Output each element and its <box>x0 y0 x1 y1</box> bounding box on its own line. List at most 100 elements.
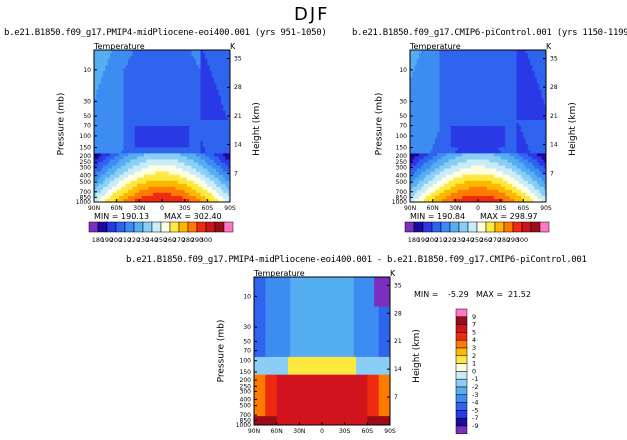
field-cell <box>218 50 222 54</box>
field-cell <box>493 122 497 127</box>
field-cell <box>130 147 133 151</box>
field-cell <box>105 116 108 121</box>
field-cell <box>152 98 156 103</box>
field-cell <box>419 177 422 182</box>
field-cell <box>168 56 172 60</box>
field-cell <box>441 180 445 185</box>
field-cell <box>459 144 463 148</box>
field-cell <box>141 198 145 203</box>
field-cell <box>202 126 206 130</box>
field-cell <box>414 168 418 172</box>
field-cell <box>223 183 226 188</box>
field-cell <box>118 101 122 106</box>
field-cell <box>482 104 486 109</box>
field-cell <box>448 183 452 188</box>
field-cell <box>175 147 179 151</box>
field-cell <box>423 119 427 124</box>
field-cell <box>98 56 102 60</box>
field-cell <box>478 116 481 121</box>
field-cell <box>475 62 479 66</box>
field-cell <box>471 147 474 151</box>
field-cell <box>484 129 488 133</box>
field-cell <box>191 198 195 203</box>
field-cell <box>103 89 106 93</box>
field-cell <box>103 138 106 142</box>
field-cell <box>100 65 104 69</box>
field-cell <box>491 129 495 133</box>
field-cell <box>473 153 477 157</box>
field-cell <box>180 147 183 151</box>
field-cell <box>225 62 229 66</box>
field-cell <box>218 174 222 179</box>
field-cell <box>444 198 447 203</box>
field-cell <box>466 153 470 157</box>
field-cell <box>225 104 229 109</box>
field-cell <box>202 68 206 72</box>
field-cell <box>448 186 452 191</box>
field-cell <box>462 180 465 185</box>
field-cell <box>225 189 229 194</box>
field-cell <box>189 180 192 185</box>
field-cell <box>484 153 488 157</box>
field-cell <box>478 62 481 66</box>
field-cell <box>134 77 138 81</box>
field-cell <box>98 177 102 182</box>
field-cell <box>432 183 436 188</box>
field-cell <box>116 165 120 169</box>
field-cell <box>491 156 495 160</box>
field-cell <box>125 144 129 148</box>
field-cell <box>100 86 104 90</box>
field-cell <box>180 180 183 185</box>
field-cell <box>191 62 195 66</box>
field-cell <box>164 159 167 163</box>
field-cell <box>196 189 199 194</box>
field-cell <box>186 95 190 100</box>
field-cell <box>157 62 161 66</box>
field-cell <box>450 74 454 78</box>
field-cell <box>220 144 224 148</box>
field-cell <box>480 80 483 84</box>
field-cell <box>425 92 429 96</box>
field-cell <box>450 156 454 160</box>
field-cell <box>94 77 97 81</box>
field-cell <box>107 186 111 191</box>
field-cell <box>491 92 495 96</box>
field-cell <box>202 150 206 154</box>
field-cell <box>125 122 129 127</box>
field-cell <box>482 101 486 106</box>
field-cell <box>148 62 152 66</box>
field-cell <box>107 162 111 166</box>
field-cell <box>100 156 104 160</box>
field-cell <box>214 74 217 78</box>
field-cell <box>484 156 488 160</box>
field-cell <box>491 101 495 106</box>
field-cell <box>191 59 195 63</box>
field-cell <box>107 180 111 185</box>
field-cell <box>196 98 199 103</box>
field-cell <box>96 110 99 115</box>
field-cell <box>489 107 492 112</box>
field-cell <box>223 116 226 121</box>
field-cell <box>496 83 499 87</box>
field-cell <box>182 198 186 203</box>
y-tick-label: 700 <box>80 189 92 196</box>
field-cell <box>96 159 99 163</box>
field-cell <box>489 165 492 169</box>
field-cell <box>491 174 495 179</box>
field-cell <box>107 77 111 81</box>
field-cell <box>112 198 115 203</box>
field-cell <box>419 101 422 106</box>
field-cell <box>227 189 231 194</box>
field-cell <box>168 122 172 127</box>
field-cell <box>425 62 429 66</box>
field-cell <box>152 50 156 54</box>
field-cell <box>432 53 436 57</box>
field-cell <box>132 153 136 157</box>
field-cell <box>466 110 470 115</box>
field-cell <box>468 122 472 127</box>
field-cell <box>205 198 208 203</box>
field-cell <box>227 101 231 106</box>
field-cell <box>491 141 495 145</box>
field-cell <box>150 159 154 163</box>
field-cell <box>430 180 434 185</box>
